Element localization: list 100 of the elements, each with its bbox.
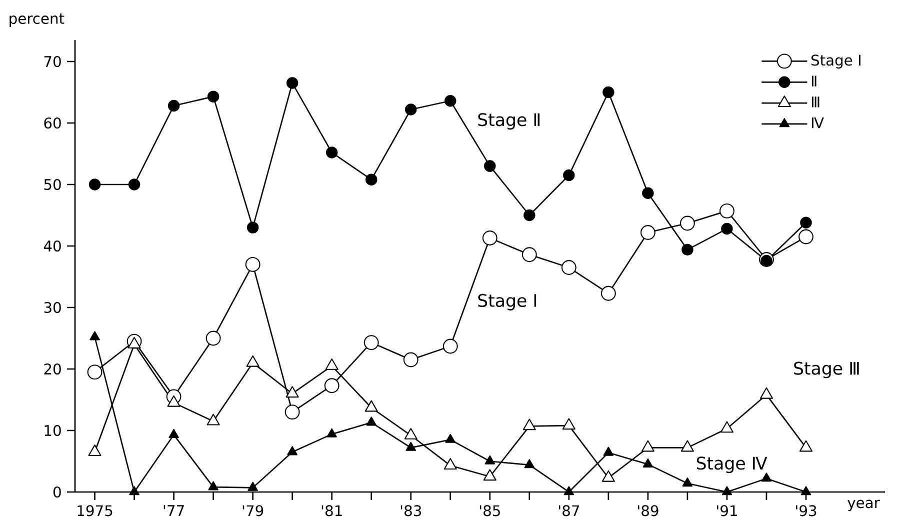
point — [248, 482, 258, 491]
point — [682, 478, 693, 487]
point — [403, 352, 418, 368]
point — [761, 472, 772, 482]
point — [206, 330, 221, 346]
y-tick-label: 40 — [44, 240, 61, 252]
point — [326, 146, 338, 158]
point — [484, 455, 496, 464]
point — [406, 442, 416, 451]
point — [128, 178, 140, 190]
point — [404, 104, 417, 116]
annotation: Stage Ⅰ — [478, 294, 536, 310]
point — [602, 470, 615, 482]
point — [207, 90, 220, 102]
point — [563, 169, 575, 182]
point — [561, 260, 576, 275]
y-tick-label: 70 — [44, 56, 61, 68]
point — [641, 440, 654, 452]
x-tick-label: '85 — [480, 505, 500, 516]
point — [564, 486, 574, 496]
legend-label: Ⅳ — [812, 118, 824, 128]
point — [445, 434, 456, 443]
y-tick-label: 50 — [44, 178, 61, 190]
point — [562, 418, 576, 430]
point — [129, 486, 140, 496]
point — [798, 229, 814, 244]
point — [284, 404, 300, 420]
point — [88, 178, 101, 190]
point — [680, 440, 694, 452]
point — [482, 230, 498, 246]
point — [642, 187, 654, 199]
point — [640, 225, 656, 240]
x-axis-title: year — [848, 500, 880, 512]
x-tick-label: '91 — [717, 505, 737, 516]
point — [88, 444, 102, 456]
point — [444, 94, 456, 107]
x-tick-label: '79 — [242, 505, 264, 516]
y-tick-label: 60 — [44, 117, 61, 129]
point — [245, 256, 260, 272]
point — [168, 428, 179, 438]
point — [524, 209, 536, 222]
point — [603, 446, 614, 456]
point — [524, 459, 535, 468]
point — [800, 486, 812, 496]
point — [600, 286, 616, 301]
y-tick-label: 10 — [44, 424, 61, 436]
y-tick-label: 30 — [44, 302, 61, 314]
point — [286, 386, 299, 398]
point — [760, 387, 774, 399]
point — [682, 244, 694, 256]
point — [286, 77, 298, 89]
point — [442, 338, 458, 354]
point — [799, 440, 813, 452]
annotation: Stage Ⅲ — [794, 362, 859, 378]
annotation: Stage Ⅱ — [478, 113, 540, 130]
x-tick-label: '89 — [638, 505, 658, 516]
legend-label: Stage Ⅰ — [811, 54, 860, 69]
point — [444, 458, 457, 470]
y-tick-label: 20 — [44, 363, 61, 375]
point — [642, 458, 654, 468]
x-tick-label: '93 — [796, 505, 816, 516]
legend-label: Ⅲ — [812, 96, 820, 108]
point — [325, 358, 338, 370]
point — [722, 486, 732, 496]
annotation: Stage Ⅳ — [696, 456, 768, 474]
point — [680, 216, 695, 231]
point — [90, 331, 100, 340]
point — [720, 421, 734, 433]
point — [246, 355, 260, 367]
point — [800, 216, 812, 228]
point — [208, 481, 218, 490]
legend-label: Ⅱ — [812, 76, 816, 86]
point — [602, 86, 614, 98]
point — [246, 222, 259, 234]
point — [522, 418, 536, 430]
point — [365, 174, 378, 186]
point — [168, 100, 180, 112]
point — [404, 428, 418, 440]
point — [522, 247, 537, 262]
point — [484, 160, 496, 172]
x-tick-label: '81 — [322, 505, 342, 516]
point — [721, 222, 733, 235]
point — [167, 395, 180, 407]
point — [206, 414, 220, 426]
y-axis-title: percent — [10, 13, 64, 27]
x-tick-label: '87 — [558, 505, 579, 516]
point — [128, 336, 141, 348]
x-tick-label: '83 — [400, 505, 422, 516]
point — [87, 364, 102, 380]
x-tick-label: 1975 — [78, 505, 112, 516]
point — [287, 446, 298, 456]
x-tick-label: '77 — [164, 505, 184, 516]
point — [719, 203, 734, 218]
point — [326, 428, 337, 438]
point — [483, 469, 496, 481]
point — [324, 378, 340, 394]
point — [364, 335, 379, 350]
point — [364, 400, 378, 412]
y-tick-label: 0 — [53, 486, 61, 498]
point — [366, 416, 376, 426]
